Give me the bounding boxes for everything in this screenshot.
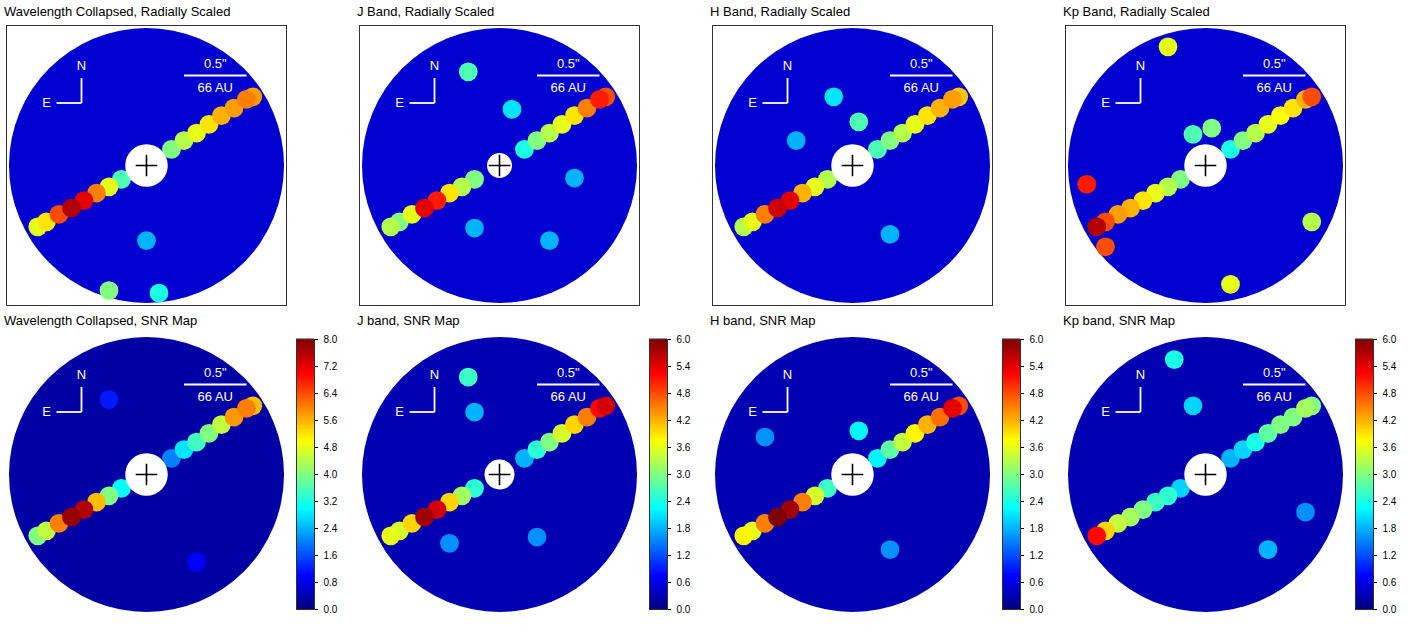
svg-text:66 AU: 66 AU	[1257, 389, 1292, 404]
html-text:H Band, Radially Scaled: H Band, Radially Scaled	[710, 4, 851, 19]
svg-text:6.0: 6.0	[677, 334, 691, 345]
svg-text:N: N	[1136, 367, 1145, 382]
svg-text:0.0: 0.0	[1030, 604, 1044, 615]
svg-text:8.0: 8.0	[324, 334, 338, 345]
svg-text:0.5": 0.5"	[204, 56, 227, 71]
svg-text:N: N	[430, 367, 439, 382]
svg-text:0.5": 0.5"	[557, 365, 580, 380]
svg-text:N: N	[77, 58, 86, 73]
svg-text:66 AU: 66 AU	[904, 389, 939, 404]
svg-text:5.4: 5.4	[1383, 361, 1397, 372]
svg-text:0.6: 0.6	[1030, 577, 1044, 588]
svg-text:5.6: 5.6	[324, 415, 338, 426]
svg-text:E: E	[395, 95, 404, 110]
svg-text:1.2: 1.2	[1030, 550, 1044, 561]
svg-text:0.5": 0.5"	[910, 56, 933, 71]
html-text:J Band, Radially Scaled: J Band, Radially Scaled	[357, 4, 495, 19]
svg-text:E: E	[42, 95, 51, 110]
svg-text:66 AU: 66 AU	[551, 80, 586, 95]
svg-text:0.5": 0.5"	[1263, 56, 1286, 71]
svg-text:0.8: 0.8	[324, 577, 338, 588]
svg-text:66 AU: 66 AU	[904, 80, 939, 95]
svg-text:66 AU: 66 AU	[1257, 80, 1292, 95]
svg-text:66 AU: 66 AU	[198, 80, 233, 95]
svg-text:4.8: 4.8	[1030, 388, 1044, 399]
svg-text:2.4: 2.4	[324, 523, 338, 534]
svg-text:E: E	[1101, 95, 1110, 110]
svg-text:5.4: 5.4	[677, 361, 691, 372]
svg-text:1.2: 1.2	[1383, 550, 1397, 561]
svg-text:5.4: 5.4	[1030, 361, 1044, 372]
svg-text:4.2: 4.2	[677, 415, 691, 426]
svg-text:66 AU: 66 AU	[198, 389, 233, 404]
svg-text:E: E	[748, 404, 757, 419]
html-text:H band, SNR Map: H band, SNR Map	[710, 313, 816, 328]
svg-text:2.4: 2.4	[1030, 496, 1044, 507]
svg-text:3.0: 3.0	[1383, 469, 1397, 480]
svg-text:4.2: 4.2	[1030, 415, 1044, 426]
svg-text:N: N	[430, 58, 439, 73]
svg-text:0.5": 0.5"	[557, 56, 580, 71]
svg-text:1.8: 1.8	[677, 523, 691, 534]
svg-text:4.0: 4.0	[324, 469, 338, 480]
svg-text:6.0: 6.0	[1030, 334, 1044, 345]
svg-text:6.0: 6.0	[1383, 334, 1397, 345]
svg-text:4.8: 4.8	[677, 388, 691, 399]
svg-text:7.2: 7.2	[324, 361, 338, 372]
svg-text:E: E	[42, 404, 51, 419]
svg-text:4.8: 4.8	[1383, 388, 1397, 399]
svg-text:66 AU: 66 AU	[551, 389, 586, 404]
svg-text:4.2: 4.2	[1383, 415, 1397, 426]
html-text:Kp Band, Radially Scaled: Kp Band, Radially Scaled	[1063, 4, 1210, 19]
svg-text:0.5": 0.5"	[204, 365, 227, 380]
svg-text:0.5": 0.5"	[910, 365, 933, 380]
html-text:J band, SNR Map: J band, SNR Map	[357, 313, 460, 328]
svg-text:3.2: 3.2	[324, 496, 338, 507]
svg-text:2.4: 2.4	[1383, 496, 1397, 507]
svg-text:E: E	[748, 95, 757, 110]
svg-text:0.6: 0.6	[677, 577, 691, 588]
svg-text:1.2: 1.2	[677, 550, 691, 561]
html-text:Wavelength Collapsed, Radially: Wavelength Collapsed, Radially Scaled	[4, 4, 231, 19]
svg-text:N: N	[783, 58, 792, 73]
svg-text:3.0: 3.0	[1030, 469, 1044, 480]
svg-text:0.0: 0.0	[324, 604, 338, 615]
svg-text:N: N	[1136, 58, 1145, 73]
svg-text:3.6: 3.6	[1030, 442, 1044, 453]
html-text:Wavelength Collapsed, SNR Map: Wavelength Collapsed, SNR Map	[4, 313, 198, 328]
svg-text:6.4: 6.4	[324, 388, 338, 399]
html-text:Kp band, SNR Map: Kp band, SNR Map	[1063, 313, 1175, 328]
svg-text:E: E	[395, 404, 404, 419]
svg-text:N: N	[77, 367, 86, 382]
svg-text:3.0: 3.0	[677, 469, 691, 480]
svg-text:0.0: 0.0	[677, 604, 691, 615]
svg-text:3.6: 3.6	[1383, 442, 1397, 453]
svg-text:0.0: 0.0	[1383, 604, 1397, 615]
svg-text:4.8: 4.8	[324, 442, 338, 453]
svg-text:1.6: 1.6	[324, 550, 338, 561]
svg-text:1.8: 1.8	[1030, 523, 1044, 534]
svg-text:0.5": 0.5"	[1263, 365, 1286, 380]
svg-text:1.8: 1.8	[1383, 523, 1397, 534]
svg-text:2.4: 2.4	[677, 496, 691, 507]
svg-text:N: N	[783, 367, 792, 382]
svg-text:E: E	[1101, 404, 1110, 419]
svg-text:0.6: 0.6	[1383, 577, 1397, 588]
svg-text:3.6: 3.6	[677, 442, 691, 453]
